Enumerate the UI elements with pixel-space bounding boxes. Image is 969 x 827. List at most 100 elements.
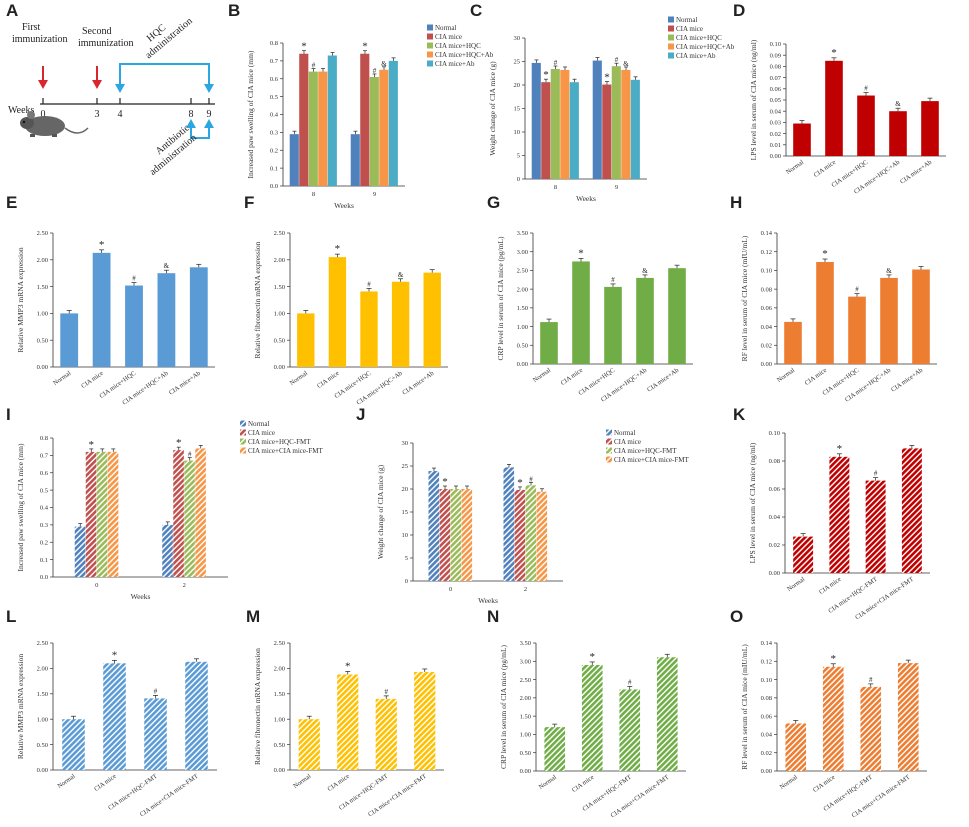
y-axis-title: Relative MMP3 mRNA expression (16, 247, 25, 352)
legend-swatch (427, 60, 433, 67)
x-tick-label: CIA mice+Ab (890, 367, 924, 394)
y-tick-label: 0.05 (770, 97, 781, 104)
bar (860, 686, 882, 771)
significance-mark: * (442, 476, 448, 488)
significance-mark: * (99, 239, 105, 251)
legend-label: Normal (614, 429, 635, 437)
chart-l: L 0.00 0.50 1.00 1.50 2.00 2.50 Relative MMP3 m… (6, 607, 217, 818)
y-axis-title: LPS level in serum of CIA mice (ng/ml) (748, 442, 757, 563)
y-tick-label: 0.08 (769, 458, 780, 465)
y-tick-label: 2.50 (37, 230, 48, 237)
x-tick-label: 8 (554, 184, 557, 191)
significance-mark: * (112, 649, 118, 661)
bar (581, 664, 603, 771)
antibiotic-administration-label: Antibioticadministration (140, 122, 200, 178)
significance-mark: # (874, 470, 878, 478)
x-tick-label: Normal (785, 159, 805, 176)
y-tick-label: 0.5 (270, 94, 278, 101)
bar (544, 727, 566, 771)
bar (793, 536, 814, 573)
bar (298, 719, 320, 770)
bar (173, 450, 184, 577)
y-tick-label: 1.50 (37, 691, 48, 698)
y-tick-label: 2.00 (274, 257, 285, 264)
significance-mark: & (895, 100, 901, 108)
bar (103, 663, 126, 770)
y-tick-label: 1.00 (274, 716, 285, 723)
chart-o: O 0.00 0.02 0.04 0.06 0.08 0.10 0.12 0.14 RF leve… (730, 607, 927, 819)
y-tick-label: 0.00 (770, 153, 781, 160)
legend-swatch (606, 447, 612, 454)
y-tick-label: 0.00 (520, 768, 531, 775)
y-tick-label: 0.50 (520, 750, 531, 757)
significance-mark: & (886, 267, 892, 275)
legend-label: CIA mice+HQC+Ab (676, 43, 735, 51)
x-tick-label: Normal (532, 367, 552, 384)
y-tick-label: 2.00 (37, 666, 48, 673)
timeline-ticks: 0 3 4 8 9 (41, 98, 212, 120)
y-tick-label: 0.06 (761, 305, 773, 312)
mouse-illustration (20, 111, 89, 137)
panel-label-k: K (733, 405, 746, 424)
bar (107, 451, 119, 577)
bar (816, 262, 834, 364)
bar (569, 82, 579, 179)
y-tick-label: 2.00 (274, 666, 285, 673)
bar (360, 53, 370, 186)
hqc-bracket (119, 63, 210, 89)
first-immunization-arrowhead (38, 80, 48, 89)
panel-label-b: B (228, 1, 240, 20)
y-tick-label: 0.0 (270, 183, 278, 190)
bar (848, 296, 866, 364)
significance-mark: * (345, 660, 351, 672)
y-tick-label: 0.5 (40, 487, 48, 494)
y-tick-label: 0.03 (770, 120, 781, 127)
chart-f: F 0.00 0.50 1.00 1.50 2.00 2.50 Relative fibron… (244, 193, 448, 407)
y-tick-label: 0.00 (274, 364, 285, 371)
bar (604, 286, 622, 364)
bar (461, 489, 473, 581)
y-tick-label: 0.12 (761, 658, 772, 665)
significance-mark: # (529, 475, 533, 483)
y-tick-label: 0.00 (761, 361, 772, 368)
panel-label-n: N (487, 607, 499, 626)
y-tick-label: 0.10 (761, 677, 772, 684)
significance-mark: * (831, 47, 837, 59)
chart-b: B 0.0 0.1 0.2 0.3 0.4 0.5 0.6 0.7 0.8 Increased pa… (228, 1, 494, 210)
panel-label-j: J (356, 405, 365, 424)
significance-mark: * (89, 439, 95, 451)
y-tick-label: 0.50 (37, 742, 48, 749)
y-tick-label: 0.4 (270, 112, 279, 119)
bar (784, 321, 802, 364)
y-tick-label: 2.50 (520, 677, 531, 684)
significance-mark: * (335, 243, 341, 255)
significance-mark: & (642, 267, 648, 275)
y-tick-label: 0.00 (517, 361, 528, 368)
significance-mark: * (837, 443, 843, 455)
x-axis-title: Weeks (334, 201, 354, 210)
x-tick-label: 8 (312, 191, 315, 198)
legend-swatch (427, 42, 433, 49)
x-tick-label: CIA mice (804, 367, 829, 387)
bar (318, 71, 328, 186)
y-tick-label: 0.3 (270, 130, 278, 137)
panel-label-h: H (730, 193, 742, 212)
x-tick-label: Normal (786, 576, 806, 593)
significance-mark: * (590, 651, 596, 663)
timeline-week-label: 8 (189, 109, 194, 120)
legend-label: Normal (435, 24, 456, 32)
y-tick-label: 3.00 (517, 249, 528, 256)
bar (375, 698, 397, 770)
y-tick-label: 20 (402, 486, 409, 493)
y-tick-label: 1.00 (37, 716, 48, 723)
bar (611, 66, 621, 179)
y-tick-label: 0.07 (770, 75, 782, 82)
significance-mark: & (623, 60, 629, 68)
x-axis-title: Weeks (131, 592, 151, 601)
y-tick-label: 0.00 (761, 768, 772, 775)
timeline-week-label: 0 (41, 109, 46, 120)
bar (668, 268, 686, 364)
x-axis-title: Weeks (576, 194, 596, 203)
